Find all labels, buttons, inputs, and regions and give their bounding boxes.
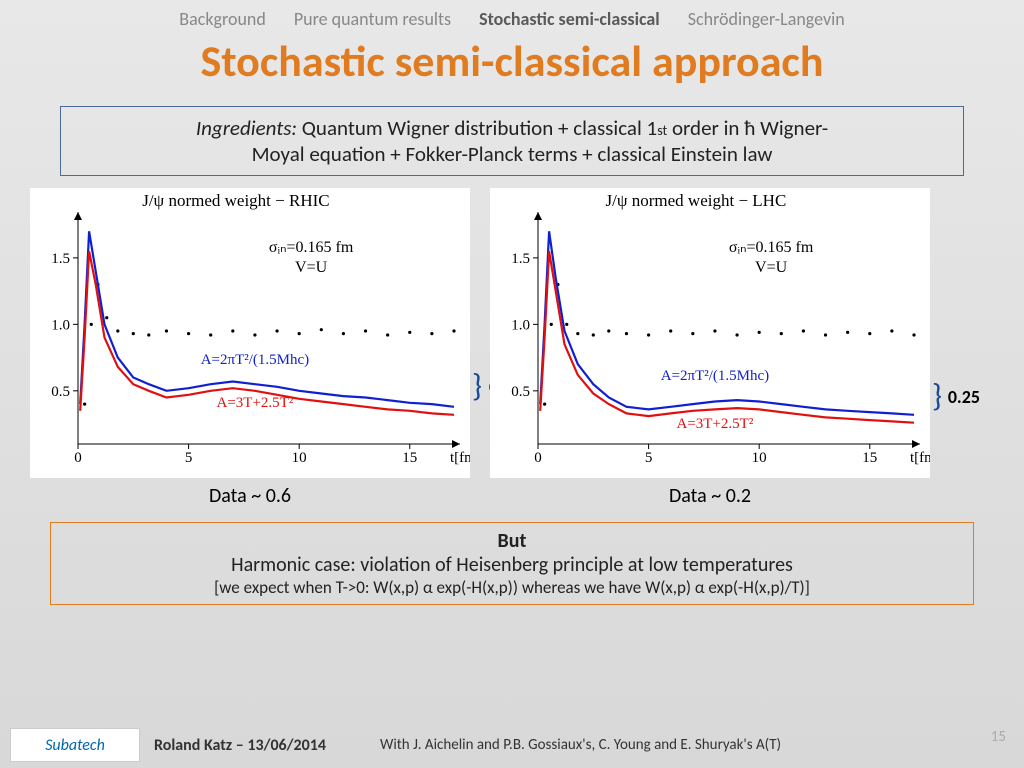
ingredients-label: Ingredients: <box>196 115 297 141</box>
bracket-icon: } <box>472 366 482 405</box>
svg-text:A=3T+2.5T²: A=3T+2.5T² <box>677 416 754 432</box>
logo-text: Subatech <box>45 736 105 755</box>
ingredients-st: st <box>657 122 667 139</box>
svg-text:A=3T+2.5T²: A=3T+2.5T² <box>217 395 294 411</box>
bracket-icon: } <box>932 376 942 415</box>
bracket-val-1: 0.25 <box>948 386 980 408</box>
with-text: With J. Aichelin and P.B. Gossiaux's, C.… <box>380 736 781 754</box>
svg-text:σᵢₙ=0.165 fm: σᵢₙ=0.165 fm <box>729 239 814 256</box>
ingredients-t1b: order in ħ Wigner- <box>667 115 828 141</box>
page-number: 15 <box>991 728 1006 746</box>
svg-text:0.5: 0.5 <box>51 384 70 400</box>
nav-tabs: Background Pure quantum results Stochast… <box>0 0 1024 30</box>
but-line2: [we expect when T->0: W(x,p) α exp(-H(x,… <box>61 577 963 598</box>
svg-text:1.5: 1.5 <box>511 251 530 267</box>
svg-text:1.0: 1.0 <box>511 317 530 333</box>
svg-text:0: 0 <box>74 450 82 466</box>
logo: Subatech <box>10 728 140 762</box>
chart-wrap-lhc: 0 5 10 15 0.5 1.0 1.5 J/ψ normed weight − LHC σᵢ… <box>490 188 930 508</box>
svg-text:10: 10 <box>292 450 307 466</box>
svg-text:5: 5 <box>185 450 193 466</box>
ingredients-t1: Quantum Wigner distribution + classical … <box>297 115 657 141</box>
but-box: But Harmonic case: violation of Heisenbe… <box>50 522 974 605</box>
svg-text:5: 5 <box>645 450 653 466</box>
svg-text:J/ψ normed weight − LHC: J/ψ normed weight − LHC <box>606 191 787 210</box>
ingredients-t2: Moyal equation + Fokker-Planck terms + c… <box>252 141 773 167</box>
chart-wrap-rhic: 0 5 10 15 0.5 1.0 1.5 J/ψ normed weight − RHIC σ… <box>30 188 470 508</box>
svg-text:σᵢₙ=0.165 fm: σᵢₙ=0.165 fm <box>269 239 354 256</box>
svg-text:t[fm/c]: t[fm/c] <box>450 450 470 466</box>
nav-item-2[interactable]: Stochastic semi-classical <box>479 8 660 30</box>
slide-title: Stochastic semi-classical approach <box>0 34 1024 88</box>
svg-text:10: 10 <box>752 450 767 466</box>
svg-text:15: 15 <box>862 450 877 466</box>
svg-text:V=U: V=U <box>295 259 328 276</box>
svg-text:1.5: 1.5 <box>51 251 70 267</box>
but-line1: Harmonic case: violation of Heisenberg p… <box>61 553 963 577</box>
chart-rhic: 0 5 10 15 0.5 1.0 1.5 J/ψ normed weight − RHIC σ… <box>30 188 470 478</box>
svg-text:V=U: V=U <box>755 259 788 276</box>
nav-item-1[interactable]: Pure quantum results <box>294 8 451 30</box>
data-note-1: Data ~ 0.2 <box>490 484 930 508</box>
svg-text:A=2πT²/(1.5Mhc): A=2πT²/(1.5Mhc) <box>201 352 309 368</box>
svg-text:0: 0 <box>534 450 542 466</box>
nav-item-0[interactable]: Background <box>179 8 266 30</box>
charts-row: 0 5 10 15 0.5 1.0 1.5 J/ψ normed weight − RHIC σ… <box>30 188 994 508</box>
chart-lhc: 0 5 10 15 0.5 1.0 1.5 J/ψ normed weight − LHC σᵢ… <box>490 188 930 478</box>
data-note-0: Data ~ 0.6 <box>30 484 470 508</box>
but-label: But <box>61 529 963 553</box>
svg-text:1.0: 1.0 <box>51 317 70 333</box>
svg-text:A=2πT²/(1.5Mhc): A=2πT²/(1.5Mhc) <box>661 368 769 384</box>
author: Roland Katz – 13/06/2014 <box>154 736 326 755</box>
ingredients-box: Ingredients: Quantum Wigner distribution… <box>60 106 964 176</box>
svg-text:J/ψ normed weight − RHIC: J/ψ normed weight − RHIC <box>142 191 329 210</box>
footer: Subatech Roland Katz – 13/06/2014 With J… <box>0 728 1024 762</box>
svg-text:t[fm/c]: t[fm/c] <box>910 450 930 466</box>
svg-text:0.5: 0.5 <box>511 384 530 400</box>
svg-text:15: 15 <box>402 450 417 466</box>
nav-item-3[interactable]: Schrödinger-Langevin <box>688 8 845 30</box>
